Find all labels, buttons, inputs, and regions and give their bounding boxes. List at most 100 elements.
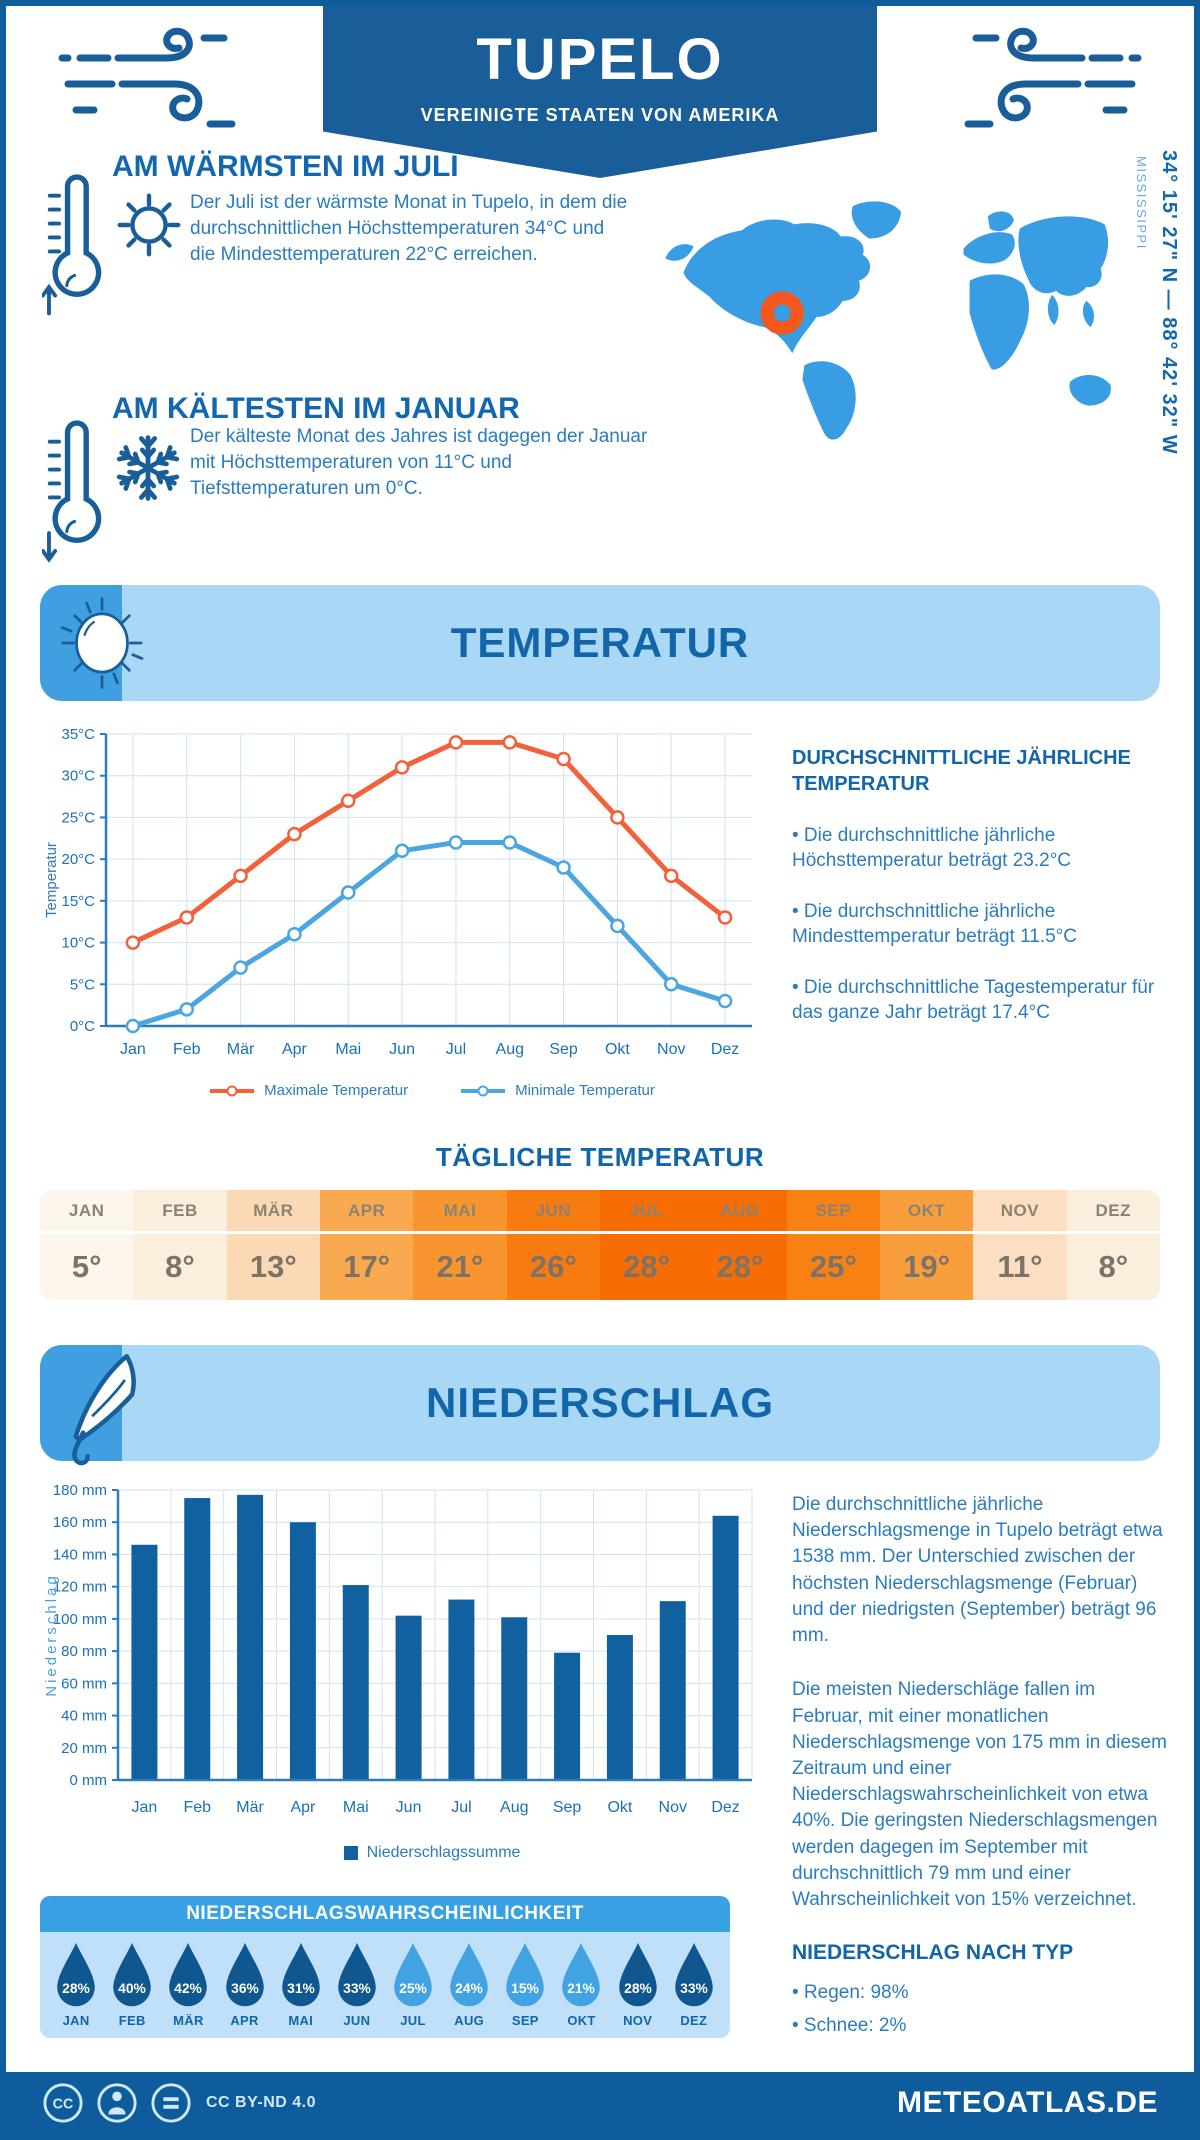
daily-temp-column: MÄR 13° [226,1190,320,1300]
svg-text:Niederschlag: Niederschlag [43,1573,60,1697]
daily-temp-column: OKT 19° [879,1190,974,1300]
svg-text:Apr: Apr [290,1799,316,1816]
daily-temp-value: 5° [40,1234,134,1300]
drop-month-label: APR [230,2013,259,2028]
world-map [665,201,1111,440]
probability-title: NIEDERSCHLAGSWAHRSCHEINLICHKEIT [40,1896,730,1932]
coldest-title: AM KÄLTESTEN IM JANUAR [112,392,520,425]
drop-month-label: AUG [454,2013,485,2028]
probability-drop: 33% DEZ [667,1940,721,2028]
probability-drop: 42% MÄR [161,1940,215,2028]
raindrop-icon: 40% [113,1942,151,2007]
line-chart-svg: 0°C 5°C 10°C 15°C 20°C 25°C 30°C 35°C Jan Feb Mär A… [43,726,752,1058]
raindrop-icon: 15% [506,1942,545,2007]
precipitation-section-band: NIEDERSCHLAG [40,1345,1160,1466]
svg-text:160 mm: 160 mm [53,1514,107,1531]
drop-month-label: MAI [288,2013,314,2028]
probability-drop: 33% JUN [330,1940,384,2028]
annual-bullet: • Die durchschnittliche Tagestemperatur … [792,977,1155,1024]
daily-temp-month-label: JAN [40,1190,134,1234]
daily-temp-month-label: NOV [973,1190,1067,1234]
legend-item: Minimale Temperatur [460,1082,655,1099]
svg-text:140 mm: 140 mm [53,1546,107,1563]
annual-bullet: • Die durchschnittliche jährliche Mindes… [792,901,1077,948]
daily-temp-month-label: OKT [879,1190,974,1234]
probability-drop: 36% APR [218,1940,272,2028]
drop-month-label: MÄR [173,2013,204,2028]
annual-bullet: • Die durchschnittliche jährliche Höchst… [792,825,1072,872]
probability-drop: 25% JUL [386,1940,440,2028]
svg-text:80 mm: 80 mm [61,1643,107,1660]
daily-temp-value: 13° [226,1234,320,1300]
daily-temp-value: 25° [786,1234,880,1300]
annual-temperature-title: DURCHSCHNITTLICHE JÄHRLICHE TEMPERATUR [792,747,1131,795]
daily-temperature-title: TÄGLICHE TEMPERATUR [435,1142,765,1172]
svg-text:40%: 40% [118,1980,146,1996]
svg-text:Apr: Apr [282,1041,308,1058]
svg-text:42%: 42% [175,1980,203,1996]
probability-drop: 40% FEB [105,1940,159,2028]
svg-text:Aug: Aug [500,1799,528,1816]
probability-drop: 21% OKT [554,1940,608,2028]
svg-text:Mai: Mai [335,1041,361,1058]
coordinates-label: 34° 15' 27" N — 88° 42' 32" W [1158,150,1180,455]
daily-temp-value: 26° [506,1234,600,1300]
legend-label: Maximale Temperatur [264,1082,409,1099]
daily-temp-value: 8° [1066,1234,1160,1300]
daily-temp-value: 21° [413,1234,507,1300]
daily-temp-column: APR 17° [319,1190,414,1300]
raindrop-icon: 33% [675,1942,713,2007]
probability-drop: 31% MAI [274,1940,328,2028]
svg-text:Dez: Dez [711,1799,739,1816]
svg-text:24%: 24% [455,1980,483,1996]
daily-temp-month-label: MAI [413,1190,507,1234]
svg-text:Jun: Jun [396,1799,422,1816]
drop-month-label: DEZ [680,2013,708,2028]
svg-text:Okt: Okt [607,1799,632,1816]
daily-temp-column: JUL 28° [599,1190,694,1300]
license-label: CC BY-ND 4.0 [206,2094,317,2111]
svg-text:25%: 25% [399,1980,427,1996]
svg-text:Jan: Jan [132,1799,158,1816]
legend-line-marker [461,1085,506,1096]
legend-square-marker [343,1846,358,1860]
daily-temperature-table: JAN 5° FEB 8° MÄR 13° APR 17° MAI 21° JUN 26° JUL 28°… [40,1190,1160,1300]
daily-temp-value: 19° [879,1234,974,1300]
daily-temp-value: 17° [319,1234,414,1300]
svg-text:0 mm: 0 mm [70,1772,108,1789]
raindrop-icon: 24% [450,1942,488,2007]
probability-drop: 28% JAN [49,1940,103,2028]
svg-text:25°C: 25°C [61,809,95,826]
legend-item: Niederschlagssumme [343,1844,520,1862]
svg-text:Jan: Jan [120,1041,146,1058]
wind-icon [964,27,1142,128]
daily-temp-column: DEZ 8° [1066,1190,1160,1300]
raindrop-icon: 28% [618,1942,657,2007]
svg-text:Feb: Feb [173,1041,201,1058]
daily-temp-column: NOV 11° [973,1190,1067,1300]
cc-license-icons: CC [42,2082,192,2124]
site-label: METEOATLAS.DE [897,2086,1158,2119]
precipitation-chart: 0 mm 20 mm 40 mm 60 mm 80 mm 100 mm 120 mm 140 … [40,1478,764,1829]
raindrop-icon: 28% [57,1942,95,2007]
page-subtitle: VEREINIGTE STAATEN VON AMERIKA [420,105,780,125]
daily-temp-value: 8° [133,1234,227,1300]
raindrop-icon: 36% [225,1942,264,2007]
daily-temp-column: JAN 5° [40,1190,134,1300]
daily-temp-month-label: DEZ [1066,1190,1160,1234]
svg-text:10°C: 10°C [61,935,95,952]
svg-text:100 mm: 100 mm [53,1611,107,1628]
svg-text:31%: 31% [287,1980,315,1996]
svg-text:Jun: Jun [389,1041,415,1058]
svg-text:28%: 28% [62,1980,90,1996]
svg-text:33%: 33% [680,1980,708,1996]
cc-nd-icon [151,2083,191,2123]
region-label: MISSISSIPPI [1134,156,1149,250]
raindrop-icon: 31% [281,1942,320,2007]
page-title: TUPELO [476,27,724,92]
snowflake-icon [110,430,186,506]
svg-text:33%: 33% [343,1980,371,1996]
svg-text:15°C: 15°C [61,893,95,910]
daily-temp-column: JUN 26° [506,1190,600,1300]
svg-text:15%: 15% [511,1980,539,1996]
